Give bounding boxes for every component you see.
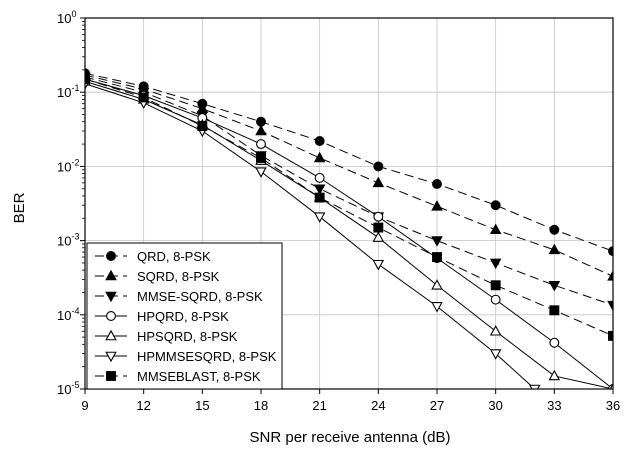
legend-label: SQRD, 8-PSK [137,269,220,284]
series-5-point [548,369,561,381]
plot-frame [84,17,614,390]
series-line-1 [85,72,613,252]
x-axis: 9 12 15 18 21 24 27 30 33 36 [81,389,620,413]
legend: QRD, 8-PSK SQRD, 8-PSK MMSE-SQRD, 8-PSK HPQ… [86,242,283,390]
x-tick-label: 33 [547,398,561,413]
series-6-point [372,259,385,271]
y-tick-label: 10-2 [57,157,79,174]
legend-marker [106,251,116,261]
series-2-point [372,176,385,188]
series-2-point [607,270,613,281]
x-tick-label: 12 [136,398,150,413]
series-1-point [432,179,442,189]
legend-marker [105,269,117,281]
x-tick-label: 24 [371,398,385,413]
series-line-2 [85,74,613,277]
series-2-point [255,124,267,136]
series-4-point [314,172,325,183]
series-2-point [548,243,561,255]
y-tick-label: 10-3 [57,232,79,249]
legend-label: HPMMSESQRD, 8-PSK [137,349,277,364]
series-7-point [373,222,384,233]
x-tick-label: 36 [606,398,620,413]
series-7-point [256,152,266,163]
series-3-point [548,280,561,292]
x-tick-label: 18 [254,398,268,413]
series-7-point [432,252,442,263]
series-7-point [549,305,560,316]
x-tick-label: 30 [488,398,502,413]
series-1-point [373,161,384,172]
series-5-point [431,279,443,290]
y-axis: 10-5 10-4 10-3 10-2 10-1 100 [57,9,85,397]
x-tick-label: 9 [81,398,88,413]
series-3-point [489,258,502,270]
series-1-point [549,224,560,235]
y-tick-label: 10-4 [57,306,79,323]
series-5-point [372,231,385,242]
legend-marker [105,351,117,363]
legend-label: MMSE-SQRD, 8-PSK [137,289,263,304]
series-line-7 [85,78,613,337]
series-4-point [549,337,560,348]
series-5-point [489,325,502,336]
y-tick-label: 10-5 [57,380,79,397]
series-6-point [431,302,443,313]
legend-marker [106,311,116,321]
series-6-point [313,212,326,223]
series-2-point [313,151,326,163]
series-1-point [490,200,501,211]
series-7-point [490,280,501,291]
legend-label: HPSQRD, 8-PSK [137,329,238,344]
series-7-point [314,192,325,203]
y-tick-label: 10-1 [57,83,79,100]
series-2-point [489,223,502,235]
series-line-4 [85,78,613,389]
series-7-point [138,92,149,103]
y-axis-label: BER [11,192,28,223]
series-6-point [529,384,541,389]
legend-marker [106,371,116,381]
x-tick-label: 27 [430,398,444,413]
series-3-point [313,184,326,195]
x-axis-label: SNR per receive antenna (dB) [250,429,451,446]
series-line-3 [85,76,613,306]
x-tick-label: 21 [312,398,326,413]
series-6-point [489,349,502,360]
series-7-point [197,121,208,131]
x-tick-label: 15 [195,398,209,413]
series-5-point [609,382,613,389]
series-4-point [373,211,384,222]
series-4-point [256,139,266,150]
series-3-point [607,300,613,312]
series-6-point [255,167,267,178]
y-tick-label: 100 [57,9,76,26]
legend-label: QRD, 8-PSK [137,249,211,264]
series-2-point [431,200,443,211]
legend-marker [105,329,117,341]
legend-label: MMSEBLAST, 8-PSK [137,369,261,384]
series-markers [85,68,613,389]
series-line-5 [85,80,613,389]
series-4-point [490,294,501,305]
legend-marker [105,291,117,303]
series-1-point [314,136,325,146]
series-3-point [431,236,443,247]
series-7-point [85,74,90,85]
legend-label: HPQRD, 8-PSK [137,309,229,324]
